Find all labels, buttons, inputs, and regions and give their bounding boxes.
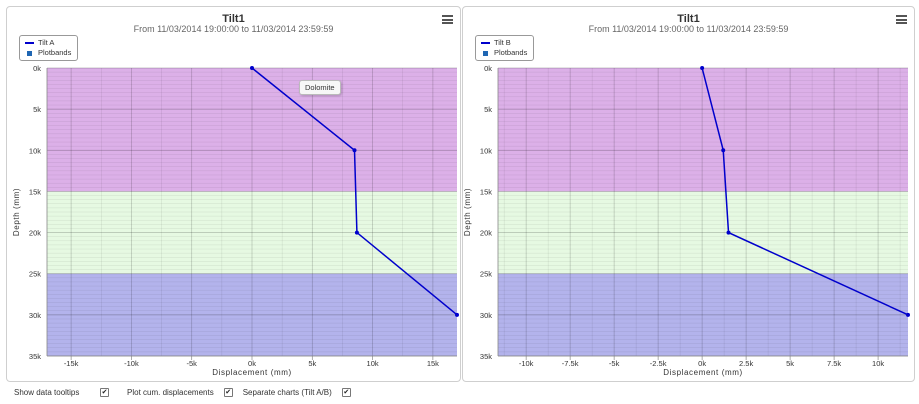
chart-subtitle: From 11/03/2014 19:00:00 to 11/03/2014 2… [588, 24, 789, 34]
y-tick-label: 20k [29, 229, 41, 238]
chart-subtitle: From 11/03/2014 19:00:00 to 11/03/2014 2… [133, 24, 334, 34]
y-tick-label: 15k [480, 187, 492, 196]
x-axis-title: Displacement (mm) [212, 368, 292, 377]
x-tick-label: -5k [609, 359, 620, 368]
y-tick-label: 0k [33, 64, 41, 73]
data-point[interactable] [700, 66, 705, 70]
legend-line-icon [25, 42, 34, 44]
x-tick-label: -15k [64, 359, 79, 368]
x-tick-label: 7.5k [827, 359, 841, 368]
chart-title: Tilt1 [677, 13, 700, 25]
y-tick-label: 10k [29, 146, 41, 155]
legend-line-icon [481, 42, 490, 44]
y-tick-label: 30k [480, 311, 492, 320]
chart-legend: Tilt A Plotbands [19, 35, 79, 61]
chart-panel-tilt-b: 0k 5k 10k 15k 20k 25k 30k 35k -10k -7.5k -5k -2.5k 0… [462, 6, 915, 382]
x-tick-label: 2.5k [739, 359, 753, 368]
option-label: Separate charts (Tilt A/B) [242, 388, 332, 397]
cum-displacements-checkbox[interactable]: ✔ [223, 388, 233, 397]
data-tooltip: Dolomite [299, 80, 341, 95]
y-tick-label: 25k [29, 270, 41, 279]
hamburger-menu-icon[interactable] [896, 15, 907, 24]
option-separate-charts: Separate charts (Tilt A/B) ✔ [243, 388, 351, 397]
data-point[interactable] [721, 148, 726, 153]
data-point[interactable] [354, 230, 359, 235]
legend-item-plotbands[interactable]: Plotbands [481, 48, 527, 58]
y-tick-label: 25k [480, 270, 492, 279]
legend-label: Tilt A [38, 38, 55, 47]
data-point[interactable] [250, 66, 254, 70]
x-axis-title: Displacement (mm) [663, 368, 743, 377]
plot-band [47, 191, 457, 274]
option-show-tooltips: Show data tooltips ✔ [14, 388, 109, 397]
x-tick-label: 10k [872, 359, 884, 368]
y-tick-label: 15k [29, 187, 41, 196]
y-tick-label: 5k [33, 105, 41, 114]
y-axis-title: Depth (mm) [12, 188, 21, 236]
y-tick-label: 0k [484, 64, 492, 73]
legend-label: Plotbands [38, 48, 72, 57]
chart-tilt-a: 0k 5k 10k 15k 20k 25k 30k 35k -15k -10k -5k 0k 5k 10k… [12, 64, 459, 377]
plot-band [498, 68, 908, 192]
series-line [701, 67, 909, 316]
y-tick-label: 35k [480, 352, 492, 361]
option-cum-displacements: Plot cum. displacements ✔ [127, 388, 233, 397]
x-tick-label: 15k [427, 359, 439, 368]
y-tick-label: 10k [480, 146, 492, 155]
chart-options-bar: Show data tooltips ✔ Plot cum. displacem… [14, 388, 351, 397]
data-point[interactable] [455, 312, 459, 317]
x-tick-label: -10k [519, 359, 534, 368]
x-tick-label: -7.5k [562, 359, 579, 368]
chart-tilt-b: 0k 5k 10k 15k 20k 25k 30k 35k -10k -7.5k -5k -2.5k 0… [463, 64, 910, 377]
legend-item-series[interactable]: Tilt B [481, 38, 527, 48]
plot-band [498, 273, 908, 356]
y-tick-label: 5k [484, 105, 492, 114]
separate-charts-checkbox[interactable]: ✔ [341, 388, 351, 397]
legend-item-series[interactable]: Tilt A [25, 38, 71, 48]
hamburger-menu-icon[interactable] [442, 15, 453, 24]
x-tick-label: 5k [308, 359, 316, 368]
x-tick-label: 10k [367, 359, 379, 368]
show-tooltips-checkbox[interactable]: ✔ [100, 388, 109, 397]
plot-band [47, 68, 457, 192]
legend-item-plotbands[interactable]: Plotbands [25, 48, 71, 58]
option-label: Show data tooltips [14, 388, 80, 397]
y-tick-label: 30k [29, 311, 41, 320]
x-tick-label: -10k [124, 359, 139, 368]
legend-square-icon [27, 50, 32, 56]
legend-square-icon [483, 50, 488, 56]
series-line [251, 67, 458, 316]
y-tick-label: 20k [480, 229, 492, 238]
y-tick-label: 35k [29, 352, 41, 361]
chart-panel-tilt-a: 0k 5k 10k 15k 20k 25k 30k 35k -15k -10k -5k 0k 5k 10k… [6, 6, 461, 382]
data-point[interactable] [906, 312, 910, 317]
x-tick-label: -5k [186, 359, 197, 368]
plot-band [498, 191, 908, 274]
plot-band [47, 273, 457, 356]
data-point[interactable] [352, 148, 357, 153]
x-tick-label: 0k [698, 359, 706, 368]
y-axis-title: Depth (mm) [463, 188, 472, 236]
x-tick-label: 5k [786, 359, 794, 368]
legend-label: Tilt B [494, 38, 511, 47]
chart-legend: Tilt B Plotbands [475, 35, 535, 61]
data-point[interactable] [726, 230, 731, 235]
x-tick-label: 0k [248, 359, 256, 368]
legend-label: Plotbands [494, 48, 528, 57]
chart-title: Tilt1 [222, 13, 245, 25]
option-label: Plot cum. displacements [127, 388, 214, 397]
x-tick-label: -2.5k [650, 359, 667, 368]
